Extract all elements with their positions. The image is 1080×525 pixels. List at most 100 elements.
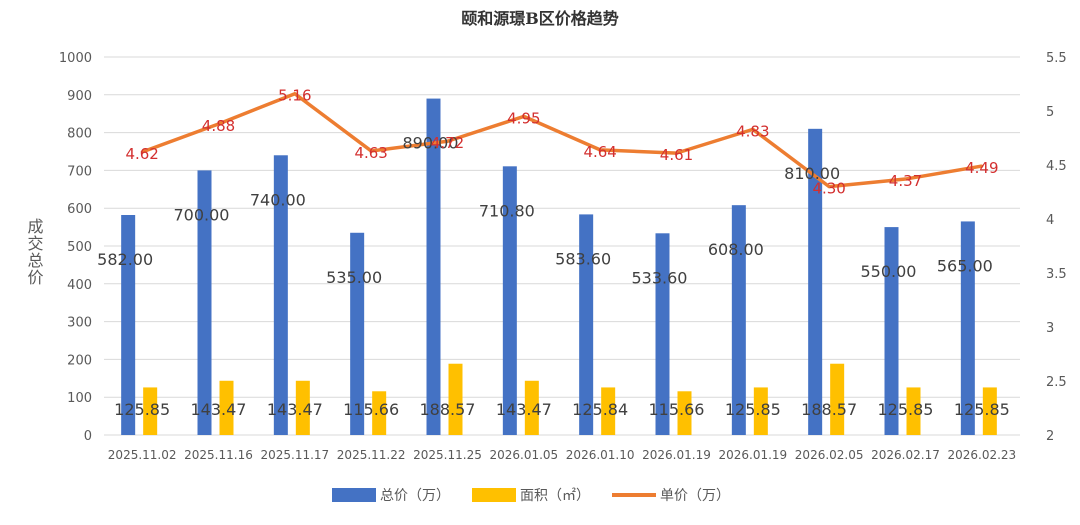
unit-price-label: 4.83 bbox=[736, 122, 769, 140]
total-price-bar bbox=[960, 221, 975, 435]
area-label: 125.85 bbox=[878, 400, 934, 419]
y2-tick-label: 2 bbox=[1046, 429, 1054, 444]
left-axis-ticks: 0 100 200 300 400 500 600 700 800 900 1000 bbox=[59, 51, 92, 444]
total-price-label: 710.80 bbox=[479, 201, 535, 220]
unit-price-line bbox=[140, 91, 984, 189]
unit-price-label: 4.62 bbox=[125, 145, 158, 163]
unit-price-point bbox=[446, 139, 449, 143]
y-tick-label: 800 bbox=[67, 127, 92, 142]
y2-tick-label: 5.5 bbox=[1046, 51, 1067, 66]
unit-price-point bbox=[980, 164, 984, 168]
unit-price-polyline bbox=[141, 91, 983, 189]
total-price-label: 533.60 bbox=[632, 268, 688, 287]
legend-label: 单价（万） bbox=[660, 488, 730, 504]
x-axis-ticks: 2025.11.02 2025.11.16 2025.11.17 2025.11.22… bbox=[108, 448, 1016, 462]
y2-tick-label: 3.5 bbox=[1046, 267, 1067, 282]
legend-label: 面积（㎡） bbox=[520, 488, 590, 504]
total-price-bar bbox=[121, 215, 136, 435]
unit-price-point bbox=[293, 92, 297, 96]
total-price-bar bbox=[502, 166, 517, 435]
x-tick-label: 2026.01.10 bbox=[566, 448, 635, 462]
y-tick-label: 1000 bbox=[59, 51, 92, 66]
unit-price-point bbox=[217, 122, 220, 126]
area-label: 125.85 bbox=[954, 400, 1010, 419]
y-tick-label: 600 bbox=[67, 202, 92, 217]
data-labels: 582.00 125.85 700.00 143.47 740.00 143.47 535.… bbox=[97, 87, 1010, 419]
area-label: 125.84 bbox=[572, 400, 628, 419]
x-tick-label: 2026.02.17 bbox=[871, 448, 940, 462]
total-price-bar bbox=[273, 155, 288, 435]
unit-price-point bbox=[522, 114, 526, 118]
legend-swatch bbox=[472, 488, 516, 502]
right-axis-ticks: 2 2.5 3 3.5 4 4.5 5 5.5 bbox=[1046, 51, 1067, 444]
area-label: 125.85 bbox=[114, 400, 170, 419]
y2-tick-label: 3 bbox=[1046, 321, 1054, 336]
total-price-bar bbox=[731, 205, 746, 435]
y-tick-label: 700 bbox=[67, 164, 92, 179]
x-tick-label: 2025.11.02 bbox=[108, 448, 177, 462]
unit-price-point bbox=[369, 149, 373, 153]
unit-price-label: 4.64 bbox=[583, 143, 616, 161]
total-price-bar bbox=[350, 232, 365, 435]
unit-price-label: 4.30 bbox=[812, 180, 845, 198]
area-label: 125.85 bbox=[725, 400, 781, 419]
total-price-bar bbox=[655, 233, 670, 435]
total-price-label: 583.60 bbox=[555, 249, 611, 268]
unit-price-label: 4.88 bbox=[202, 117, 235, 135]
legend-swatch bbox=[332, 488, 376, 502]
total-price-bar bbox=[197, 170, 212, 435]
area-bar bbox=[830, 363, 845, 435]
y-tick-label: 0 bbox=[84, 429, 92, 444]
area-bar bbox=[677, 391, 692, 435]
total-price-label: 810.00 bbox=[784, 164, 840, 183]
x-tick-label: 2026.01.19 bbox=[718, 448, 787, 462]
total-price-label: 550.00 bbox=[861, 262, 917, 281]
area-label: 143.47 bbox=[267, 400, 323, 419]
unit-price-point bbox=[140, 150, 144, 154]
y-tick-label: 900 bbox=[67, 89, 92, 104]
area-bar bbox=[219, 380, 234, 435]
unit-price-point bbox=[598, 148, 602, 152]
y-axis-label: 成交总价 bbox=[25, 218, 44, 286]
area-bar bbox=[143, 387, 158, 435]
area-bar bbox=[906, 387, 921, 435]
area-bar bbox=[753, 387, 768, 435]
area-label: 188.57 bbox=[801, 400, 857, 419]
x-tick-label: 2026.01.19 bbox=[642, 448, 711, 462]
area-label: 143.47 bbox=[191, 400, 247, 419]
unit-price-point bbox=[904, 177, 907, 181]
unit-price-label: 4.37 bbox=[889, 172, 922, 190]
total-price-label: 890.00 bbox=[403, 134, 459, 153]
area-label: 188.57 bbox=[420, 400, 476, 419]
x-tick-label: 2025.11.17 bbox=[260, 448, 329, 462]
y-tick-label: 200 bbox=[67, 353, 92, 368]
total-price-bar bbox=[426, 98, 441, 435]
total-price-label: 608.00 bbox=[708, 240, 764, 259]
legend-label: 总价（万） bbox=[380, 488, 450, 504]
y-tick-label: 300 bbox=[67, 316, 92, 331]
y2-tick-label: 5 bbox=[1046, 105, 1054, 120]
total-price-bar bbox=[884, 227, 899, 435]
total-price-bar bbox=[808, 128, 823, 435]
total-price-label: 700.00 bbox=[174, 205, 230, 224]
unit-price-point bbox=[751, 127, 755, 131]
total-price-label: 535.00 bbox=[326, 268, 382, 287]
area-bar bbox=[524, 380, 539, 435]
total-price-label: 582.00 bbox=[97, 250, 153, 269]
legend: 总价（万） 面积（㎡） 单价（万） bbox=[332, 488, 730, 504]
y-tick-label: 100 bbox=[67, 391, 92, 406]
total-price-label: 565.00 bbox=[937, 256, 993, 275]
unit-price-point bbox=[827, 185, 831, 189]
unit-price-label: 4.72 bbox=[431, 134, 464, 152]
unit-price-label: 4.63 bbox=[354, 144, 387, 162]
y-tick-label: 500 bbox=[67, 240, 92, 255]
y2-tick-label: 2.5 bbox=[1046, 375, 1067, 390]
unit-price-point bbox=[675, 151, 678, 155]
unit-price-label: 4.49 bbox=[965, 159, 998, 177]
unit-price-label: 4.95 bbox=[507, 109, 540, 127]
x-tick-label: 2025.11.16 bbox=[184, 448, 253, 462]
x-tick-label: 2025.11.25 bbox=[413, 448, 482, 462]
unit-price-label: 5.16 bbox=[278, 87, 311, 105]
x-tick-label: 2026.02.05 bbox=[795, 448, 864, 462]
